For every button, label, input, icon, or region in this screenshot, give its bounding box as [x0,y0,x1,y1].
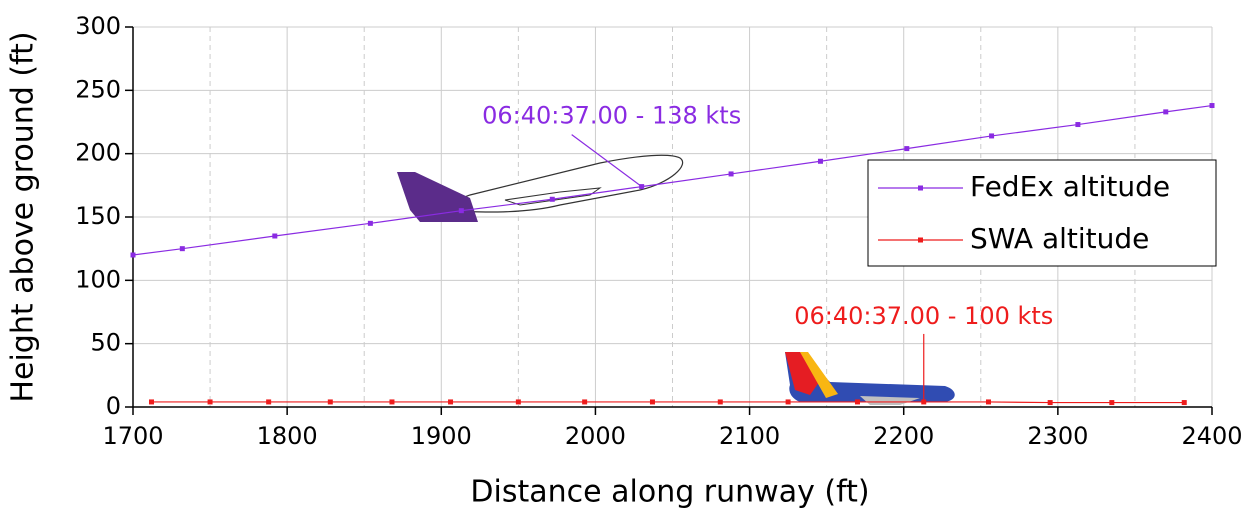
y-tick-label: 300 [75,12,121,40]
y-tick-label: 200 [75,139,121,167]
data-point [131,253,136,258]
data-point [1163,109,1168,114]
y-tick-label: 250 [75,75,121,103]
data-point [650,399,655,404]
series-line [151,402,1184,403]
data-point [986,399,991,404]
legend-label: SWA altitude [970,222,1149,255]
data-point [786,399,791,404]
y-tick-label: 0 [106,392,121,420]
data-point [328,399,333,404]
legend-label: FedEx altitude [970,170,1170,203]
data-point [904,146,909,151]
data-point [266,399,271,404]
swa-plane [785,352,955,405]
data-point [718,399,723,404]
data-point [1210,103,1215,108]
page: {"chart_data": {"type": "line", "xlabel"… [0,0,1249,513]
x-tick-label: 2100 [719,422,780,450]
legend: FedEx altitude SWA altitude [868,160,1216,266]
data-point [582,399,587,404]
y-tick-label: 100 [75,265,121,293]
data-point [1048,400,1053,405]
x-tick-label: 1900 [411,422,472,450]
data-point [180,246,185,251]
x-tick-label: 2000 [565,422,626,450]
x-tick-label: 2400 [1181,422,1242,450]
legend-marker [918,238,923,243]
data-point [729,171,734,176]
x-tick-label: 2200 [873,422,934,450]
y-tick-label: 50 [90,329,121,357]
data-point [208,399,213,404]
data-point [989,133,994,138]
chart: Distance along runway (ft) Height above … [0,0,1249,513]
legend-marker [918,186,923,191]
data-point [1109,400,1114,405]
data-point [855,399,860,404]
data-point [448,399,453,404]
y-axis-title: Height above ground (ft) [6,31,41,402]
data-point [1182,400,1187,405]
x-axis-title: Distance along runway (ft) [470,475,869,510]
data-point [272,234,277,239]
annotation-text: 06:40:37.00 - 138 kts [482,102,741,130]
data-point [818,159,823,164]
data-point [389,399,394,404]
x-tick-label: 1700 [102,422,163,450]
x-tick-label: 2300 [1027,422,1088,450]
y-tick-label: 150 [75,202,121,230]
data-point [1075,122,1080,127]
annotation-text: 06:40:37.00 - 100 kts [794,302,1053,330]
data-point [368,221,373,226]
x-tick-label: 1800 [257,422,318,450]
data-point [516,399,521,404]
data-point [550,197,555,202]
data-point [459,208,464,213]
data-point [149,399,154,404]
